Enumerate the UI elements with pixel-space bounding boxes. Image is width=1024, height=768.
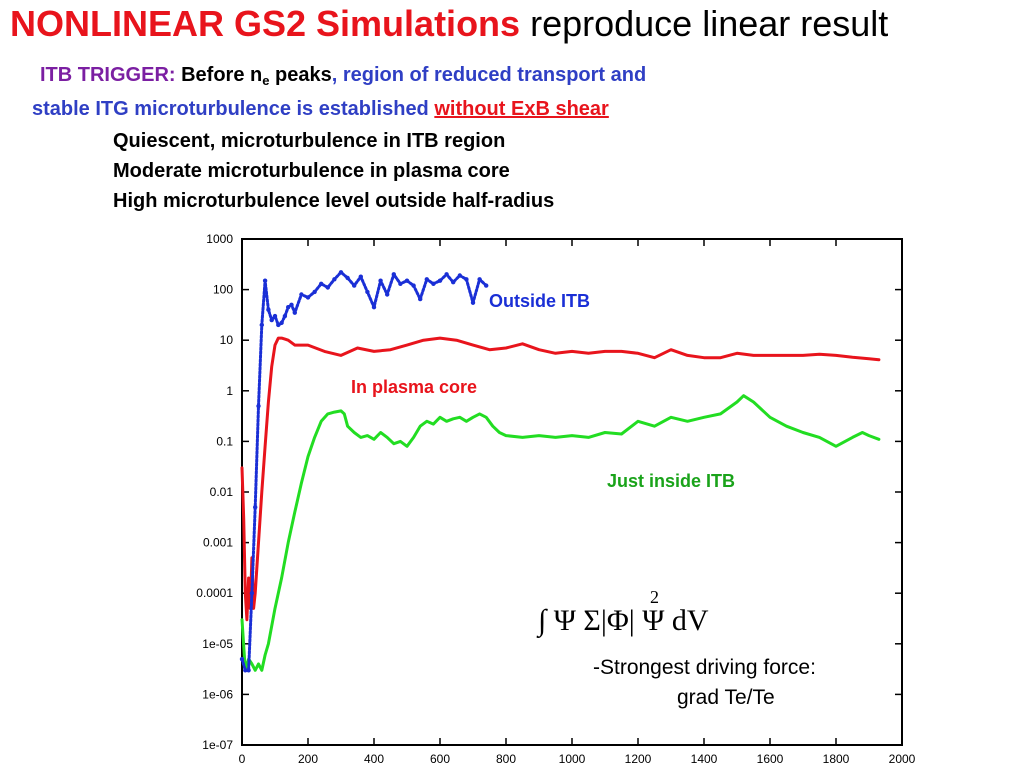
series-point-outside-itb — [457, 273, 462, 278]
x-tick-label: 400 — [364, 752, 384, 766]
y-tick-label: 1 — [226, 384, 233, 398]
series-point-outside-itb — [292, 310, 297, 315]
series-point-outside-itb — [437, 278, 443, 283]
series-point-outside-itb — [319, 281, 324, 287]
x-tick-label: 1400 — [691, 752, 718, 766]
y-tick-label: 100 — [213, 283, 233, 297]
y-tick-label: 0.0001 — [196, 586, 233, 600]
x-tick-label: 1600 — [757, 752, 784, 766]
series-point-outside-itb — [470, 300, 476, 305]
series-point-outside-itb — [262, 278, 268, 283]
y-tick-label: 1e-06 — [202, 687, 233, 701]
series-point-outside-itb — [239, 656, 245, 662]
trigger-label: ITB TRIGGER: — [40, 64, 176, 86]
bullet-high: High microturbulence level outside half-… — [113, 190, 555, 212]
trigger-before-text: Before n — [181, 64, 263, 86]
series-point-outside-itb — [444, 272, 449, 277]
series-point-outside-itb — [352, 283, 357, 288]
title-rest: reproduce linear result — [530, 3, 889, 44]
series-point-outside-itb — [243, 668, 248, 673]
series-point-outside-itb — [398, 281, 403, 287]
series-point-outside-itb — [365, 289, 370, 295]
series-point-outside-itb — [289, 302, 294, 308]
trigger-region-text: , region of reduced transport and — [331, 64, 647, 86]
series-point-outside-itb — [464, 277, 469, 282]
y-tick-label: 0.01 — [210, 485, 234, 499]
series-point-outside-itb — [276, 322, 281, 328]
trigger-before-subscript: e — [262, 73, 270, 88]
series-point-outside-itb — [246, 668, 251, 673]
driving-force-value: grad Te/Te — [677, 686, 775, 709]
trigger-line-2: stable ITG microturbulence is establishe… — [32, 96, 609, 122]
y-tick-label: 1e-05 — [202, 637, 233, 651]
series-point-outside-itb — [477, 277, 482, 282]
series-point-outside-itb — [424, 277, 429, 282]
series-point-outside-itb — [325, 285, 330, 290]
series-point-outside-itb — [282, 313, 288, 319]
series-point-outside-itb — [391, 272, 396, 277]
x-tick-label: 600 — [430, 752, 450, 766]
title-highlight: NONLINEAR GS2 Simulations — [10, 3, 521, 44]
series-line-in-plasma-core — [240, 336, 881, 622]
series-label-in-plasma-core: In plasma core — [351, 377, 477, 397]
series-point-outside-itb — [358, 274, 363, 279]
x-tick-label: 1800 — [823, 752, 850, 766]
series-point-outside-itb — [345, 275, 350, 281]
series-point-outside-itb — [451, 280, 456, 285]
x-tick-label: 1200 — [625, 752, 652, 766]
series-point-outside-itb — [411, 283, 416, 288]
series-point-outside-itb — [371, 304, 377, 310]
series-point-outside-itb — [279, 320, 284, 326]
y-tick-label: 0.001 — [203, 536, 233, 550]
integral-formula: ∫ Ψ Σ|Φ| Ψ dV 2 — [538, 587, 709, 638]
series-point-outside-itb — [299, 292, 304, 297]
series-point-outside-itb — [249, 591, 255, 596]
trigger-shear-text: without ExB shear — [434, 98, 609, 120]
series-label-just-inside-itb: Just inside ITB — [607, 471, 735, 491]
series-point-outside-itb — [378, 278, 383, 283]
series-point-outside-itb — [431, 281, 436, 287]
driving-force-note: -Strongest driving force: — [593, 656, 816, 679]
trigger-peaks-text: peaks — [269, 64, 332, 86]
bullet-quiescent: Quiescent, microturbulence in ITB region — [113, 130, 506, 152]
series-label-outside-itb: Outside ITB — [489, 291, 590, 311]
series-point-outside-itb — [305, 295, 311, 300]
series-line-outside-itb — [240, 270, 488, 672]
series-point-outside-itb — [256, 403, 261, 409]
formula-exponent: 2 — [650, 587, 659, 607]
x-tick-label: 2000 — [889, 752, 916, 766]
trigger-line-1: ITB TRIGGER: Before ne peaks, region of … — [40, 62, 646, 94]
series-point-outside-itb — [266, 307, 271, 312]
series-point-outside-itb — [385, 292, 390, 297]
series-point-outside-itb — [272, 313, 278, 319]
series-point-outside-itb — [404, 278, 410, 283]
bullet-moderate: Moderate microturbulence in plasma core — [113, 160, 510, 182]
series-line-just-inside-itb — [240, 394, 881, 672]
y-tick-label: 1000 — [206, 232, 233, 246]
series-point-outside-itb — [312, 289, 317, 295]
series-point-outside-itb — [269, 317, 274, 323]
series-point-outside-itb — [484, 283, 489, 288]
slide-title: NONLINEAR GS2 Simulations reproduce line… — [10, 2, 888, 46]
series-point-outside-itb — [338, 270, 344, 275]
y-tick-label: 1e-07 — [202, 738, 233, 752]
series-point-outside-itb — [286, 304, 291, 310]
series-point-outside-itb — [259, 322, 264, 328]
x-tick-label: 0 — [239, 752, 246, 766]
x-tick-label: 200 — [298, 752, 318, 766]
series-point-outside-itb — [332, 277, 337, 282]
y-tick-label: 0.1 — [216, 434, 233, 448]
series-point-outside-itb — [418, 296, 423, 302]
series-point-outside-itb — [253, 505, 258, 510]
x-tick-label: 800 — [496, 752, 516, 766]
trigger-stable-text: stable ITG microturbulence is establishe… — [32, 98, 429, 120]
x-tick-label: 1000 — [559, 752, 586, 766]
y-tick-label: 10 — [220, 333, 234, 347]
formula-main: ∫ Ψ Σ|Φ| Ψ dV — [538, 604, 709, 637]
